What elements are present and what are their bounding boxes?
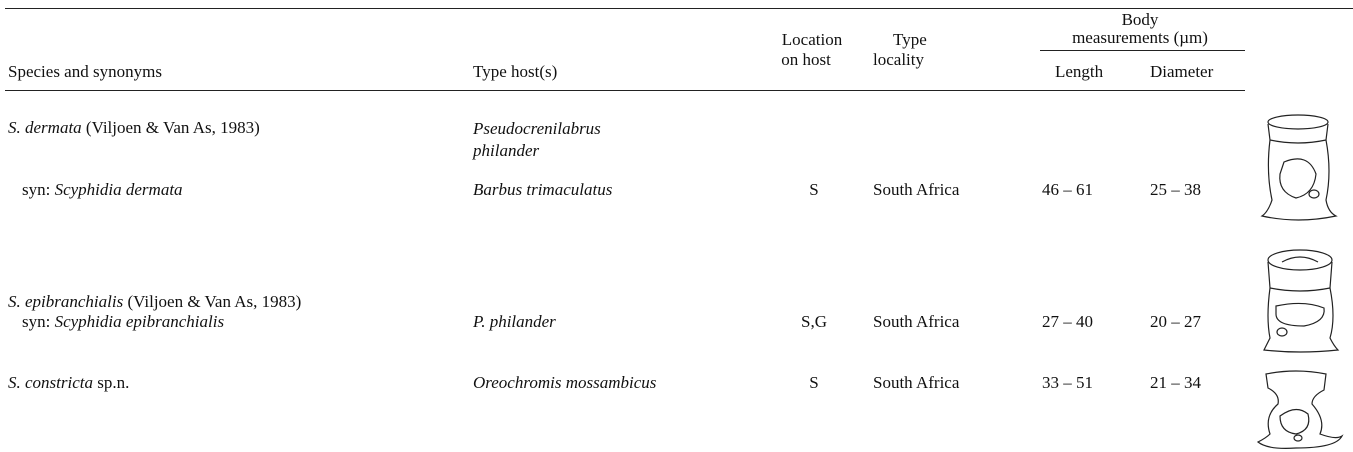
species-name: S. dermata xyxy=(8,118,82,137)
header: on host xyxy=(781,50,831,69)
illustration xyxy=(1256,370,1344,449)
locality: South Africa xyxy=(873,312,960,331)
header: Body xyxy=(1121,10,1159,29)
header: locality xyxy=(873,50,924,69)
syn-label: syn: xyxy=(22,180,51,199)
header: Length xyxy=(1055,62,1104,81)
species-name: S. epibranchialis xyxy=(8,292,124,311)
host: P. philander xyxy=(473,312,556,331)
header: Location xyxy=(781,30,843,49)
location: S xyxy=(809,373,819,392)
locality: South Africa xyxy=(873,373,960,392)
location: S xyxy=(809,180,819,199)
header-rule xyxy=(5,90,1245,91)
location: S,G xyxy=(801,312,827,331)
host: Oreochromis mossambicus xyxy=(473,373,657,392)
length: 33 – 51 xyxy=(1042,373,1093,392)
authority: sp.n. xyxy=(97,373,130,392)
host: Barbus trimaculatus xyxy=(473,180,613,199)
species-name: S. constricta xyxy=(8,373,93,392)
length: 27 – 40 xyxy=(1042,312,1093,331)
diameter: 20 – 27 xyxy=(1150,312,1201,331)
locality: South Africa xyxy=(873,180,960,199)
species: S. constricta sp.n. xyxy=(8,373,129,393)
species: S. epibranchialis (Viljoen & Van As, 198… xyxy=(8,292,301,312)
diameter: 21 – 34 xyxy=(1150,373,1201,392)
host: Pseudocrenilabrus philander xyxy=(473,119,601,160)
header: Diameter xyxy=(1150,62,1214,81)
header: Species and synonyms xyxy=(8,62,162,81)
authority: (Viljoen & Van As, 1983) xyxy=(85,118,260,137)
synonym: syn: Scyphidia epibranchialis xyxy=(22,312,224,332)
syn-name: Scyphidia epibranchialis xyxy=(54,312,225,331)
syn-name: Scyphidia dermata xyxy=(54,180,183,199)
synonym: syn: Scyphidia dermata xyxy=(22,180,183,200)
top-rule xyxy=(5,8,1353,9)
sub-rule xyxy=(1040,50,1245,51)
illustration xyxy=(1260,114,1338,221)
header: measurements (µm) xyxy=(1072,28,1208,47)
species: S. dermata (Viljoen & Van As, 1983) xyxy=(8,118,260,138)
header: Type xyxy=(893,30,927,49)
illustration xyxy=(1263,249,1340,353)
syn-label: syn: xyxy=(22,312,51,331)
header: Type host(s) xyxy=(473,62,558,81)
length: 46 – 61 xyxy=(1042,180,1093,199)
diameter: 25 – 38 xyxy=(1150,180,1201,199)
authority: (Viljoen & Van As, 1983) xyxy=(127,292,302,311)
